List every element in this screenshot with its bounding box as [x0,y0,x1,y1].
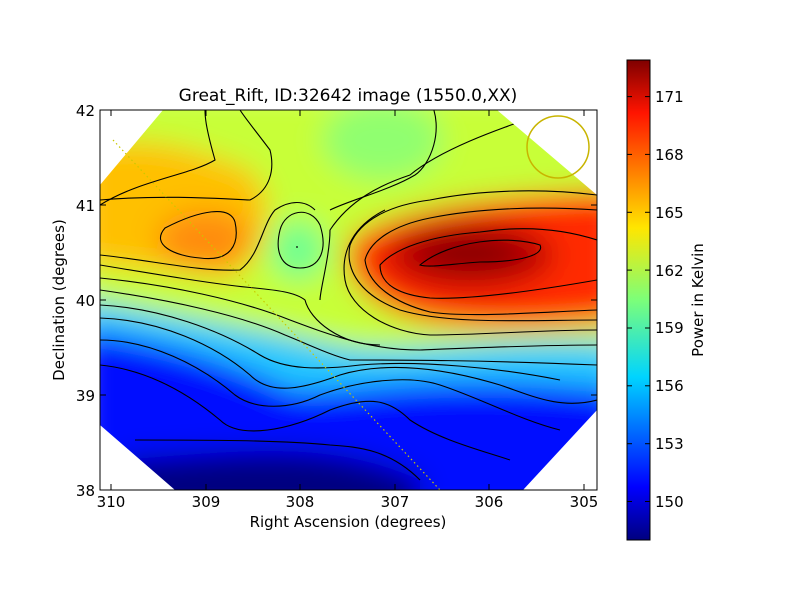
y-tick-label: 40 [76,292,95,310]
y-tick-label: 41 [76,197,95,215]
colorbar-tick-label: 162 [655,262,684,280]
chart-title: Great_Rift, ID:32642 image (1550.0,XX) [179,86,518,106]
colorbar-label: Power in Kelvin [689,243,707,357]
x-tick-label: 305 [570,493,599,511]
colorbar-tick-label: 159 [655,319,684,337]
colorbar-ticks [627,96,650,502]
colorbar-tick-label: 156 [655,377,684,395]
x-axis-label: Right Ascension (degrees) [250,513,447,531]
x-tick-label: 307 [381,493,410,511]
colorbar-tick-label: 171 [655,88,684,106]
colorbar-tick-label: 153 [655,435,684,453]
scan-line [112,139,441,490]
x-axis [110,110,585,490]
y-tick-label: 39 [76,387,95,405]
x-tick-label: 310 [97,493,126,511]
x-tick-label: 309 [192,493,221,511]
colorbar-tick-label: 168 [655,146,684,164]
colorbar-tick-label: 150 [655,493,684,511]
y-tick-label: 42 [76,102,95,120]
y-axis-label: Declination (degrees) [50,219,68,381]
y-axis [100,109,597,491]
colorbar [626,59,651,541]
colorbar-tick-label: 165 [655,204,684,222]
heatmap-area [100,110,597,490]
y-tick-label: 38 [76,482,95,500]
beam-circle [526,115,590,179]
minimum-marker [296,246,298,248]
x-tick-label: 306 [475,493,504,511]
x-tick-label: 308 [286,493,315,511]
